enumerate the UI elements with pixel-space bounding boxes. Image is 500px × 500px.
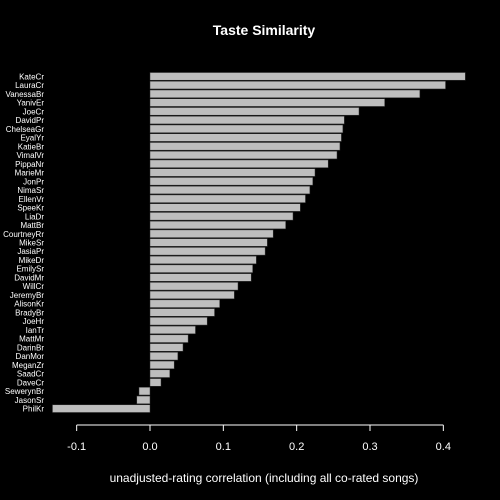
category-label: PhilKr <box>23 405 45 414</box>
category-label: JasonSr <box>15 396 45 405</box>
bar-JonPr <box>149 177 314 186</box>
category-label: MarieMr <box>15 169 45 178</box>
category-label: DarinBr <box>17 343 44 352</box>
category-label: JoeCr <box>23 107 45 116</box>
bar-ChelseaGr <box>149 124 344 133</box>
category-label: SaadCr <box>17 370 44 379</box>
bar-WillCr <box>149 282 239 291</box>
bar-JoeCr <box>149 107 360 116</box>
category-label: SpeeKr <box>17 204 44 213</box>
bar-PhilKr <box>52 404 151 413</box>
bar-KatieBr <box>149 142 341 151</box>
x-tick-label: 0.1 <box>216 441 231 453</box>
bar-JasiaPr <box>149 247 266 256</box>
category-label: LauraCr <box>15 81 44 90</box>
x-tick-label: 0.4 <box>436 441 451 453</box>
bar-LiaDr <box>149 212 294 221</box>
bar-MattMr <box>149 334 189 343</box>
bar-KateCr <box>149 72 466 81</box>
bar-SewerynBr <box>138 387 151 396</box>
bar-YanivEr <box>149 98 385 107</box>
bar-VimalVr <box>149 150 338 160</box>
bar-VanessaBr <box>149 89 421 98</box>
category-label: ChelseaGr <box>6 125 45 134</box>
category-label: DavidMr <box>14 273 44 282</box>
category-label: JeremyBr <box>10 291 45 300</box>
chart-title: Taste Similarity <box>213 22 316 38</box>
category-label: DanMor <box>16 352 45 361</box>
bar-MattBr <box>149 220 286 230</box>
category-labels: KateCrLauraCrVanessaBrYanivErJoeCrDavidP… <box>3 72 44 413</box>
category-label: MikeSr <box>19 239 44 248</box>
x-tick-label: 0.2 <box>289 441 304 453</box>
bar-SaadCr <box>149 369 171 378</box>
bar-DaveCr <box>149 378 162 387</box>
category-label: MikeDr <box>19 256 45 265</box>
x-axis: -0.1 0.0 0.1 0.2 0.3 0.4 <box>67 424 451 453</box>
bar-PippaNr <box>149 159 329 168</box>
bar-DanMor <box>149 352 179 361</box>
category-label: BradyBr <box>15 308 44 317</box>
bar-EyalYr <box>149 133 342 142</box>
category-label: DavidPr <box>16 116 45 125</box>
category-label: KateCr <box>19 72 44 81</box>
x-tick-label: 0.0 <box>142 441 157 453</box>
bar-MeganZr <box>149 360 175 370</box>
bar-SpeeKr <box>149 203 301 212</box>
category-label: WillCr <box>23 282 45 291</box>
bar-JoeHr <box>149 317 208 326</box>
bar-MikeDr <box>149 255 257 265</box>
bar-group <box>52 72 466 413</box>
category-label: MeganZr <box>12 361 44 370</box>
bar-MarieMr <box>149 168 316 177</box>
bar-JasonSr <box>136 395 151 404</box>
bar-BradyBr <box>149 308 215 317</box>
bar-LauraCr <box>149 81 446 90</box>
category-label: SewerynBr <box>5 387 44 396</box>
category-label: CourtneyRr <box>3 230 44 239</box>
x-tick-label: 0.3 <box>362 441 377 453</box>
bar-EllenVr <box>149 194 306 203</box>
category-label: EllenVr <box>19 195 45 204</box>
bar-DarinBr <box>149 343 184 352</box>
category-label: EyalYr <box>20 134 44 143</box>
bar-EmilySr <box>149 264 253 273</box>
category-label: MattMr <box>19 335 44 344</box>
category-label: DaveCr <box>17 378 44 387</box>
bar-MikeSr <box>149 238 268 247</box>
category-label: PippaNr <box>15 160 44 169</box>
category-label: JoeHr <box>23 317 45 326</box>
category-label: AlisonKr <box>14 300 44 309</box>
category-label: VanessaBr <box>5 90 44 99</box>
bar-DavidMr <box>149 273 252 282</box>
bar-CourtneyRr <box>149 229 274 238</box>
category-label: YanivEr <box>17 99 45 108</box>
bar-AlisonKr <box>149 299 220 308</box>
bar-DavidPr <box>149 115 345 125</box>
category-label: MattBr <box>20 221 44 230</box>
category-label: VimalVr <box>16 151 44 160</box>
x-axis-label: unadjusted-rating correlation (including… <box>110 471 419 485</box>
category-label: LiaDr <box>25 212 44 221</box>
category-label: EmilySr <box>16 265 44 274</box>
category-label: JonPr <box>23 177 44 186</box>
category-label: NimaSr <box>17 186 44 195</box>
bar-JeremyBr <box>149 290 235 300</box>
category-label: JasiaPr <box>17 247 44 256</box>
x-tick-label: -0.1 <box>67 441 86 453</box>
category-label: IanTr <box>26 326 45 335</box>
bar-NimaSr <box>149 185 311 195</box>
category-label: KatieBr <box>18 142 45 151</box>
bar-IanTr <box>149 325 196 335</box>
